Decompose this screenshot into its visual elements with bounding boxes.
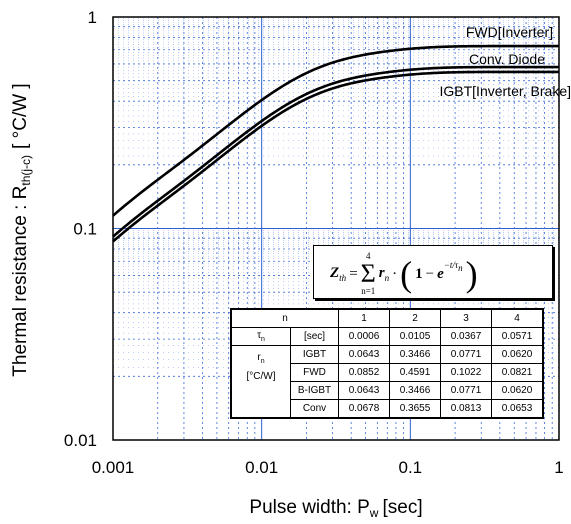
row-name: B-IGBT xyxy=(290,381,339,400)
series-line xyxy=(112,44,559,217)
tau-label: τn xyxy=(230,327,291,346)
x-axis-title-sub: w xyxy=(369,506,379,520)
tau-value: 0.0367 xyxy=(440,327,492,346)
table-cell: 0.0620 xyxy=(491,345,544,364)
tick-labels: 0.001 0.01 0.1 1 0.01 0.1 1 xyxy=(64,8,564,477)
header-1: 1 xyxy=(338,308,390,328)
y-tick-label: 0.01 xyxy=(64,431,97,450)
thermal-impedance-formula: Zth = 4 Σ n=1 rn · ( 1 − e−t/τn ) xyxy=(330,252,478,296)
table-cell: 0.0620 xyxy=(491,381,544,400)
series-label-conv: Conv. Diode xyxy=(469,51,545,67)
table-cell: 0.0771 xyxy=(440,345,492,364)
formula-equals: = xyxy=(349,265,358,282)
x-axis-title: Pulse width: Pw [sec] xyxy=(249,497,422,520)
table-row-bigbt: B-IGBT 0.0643 0.3466 0.0771 0.0620 xyxy=(231,381,544,400)
table-row-tau: τn [sec] 0.0006 0.0105 0.0367 0.0571 xyxy=(230,327,544,346)
tau-value: 0.0105 xyxy=(389,327,441,346)
table-cell: 0.0821 xyxy=(491,363,544,382)
formula-minus: − xyxy=(425,265,435,282)
header-n: n xyxy=(230,308,339,328)
series-line xyxy=(112,65,559,238)
table-cell: 0.0852 xyxy=(338,363,390,382)
formula-lhs: Zth xyxy=(330,265,347,283)
table-cell: 0.1022 xyxy=(440,363,492,382)
tau-value: 0.0006 xyxy=(338,327,390,346)
thermal-parameter-table: n 1 2 3 4 τn [sec] 0.0006 0.0105 0.0367 … xyxy=(230,308,544,419)
table-row-fwd: FWD 0.0852 0.4591 0.1022 0.0821 xyxy=(231,363,544,382)
y-axis-title-main: Thermal resistance : R xyxy=(10,186,31,377)
tau-unit: [sec] xyxy=(290,327,339,346)
row-name: IGBT xyxy=(290,345,339,364)
r-label: rn [°C/W] xyxy=(230,345,291,419)
formula-one: 1 xyxy=(415,265,423,282)
header-2: 2 xyxy=(389,308,441,328)
y-axis-title-sub: th(j-c) xyxy=(19,155,33,186)
formula-box: Zth = 4 Σ n=1 rn · ( 1 − e−t/τn ) xyxy=(313,245,553,299)
header-4: 4 xyxy=(491,308,544,328)
formula-exponential: e−t/τn xyxy=(437,259,463,282)
y-tick-label: 0.1 xyxy=(73,220,97,239)
table-cell: 0.0813 xyxy=(440,399,492,419)
table-row-igbt: rn [°C/W] IGBT 0.0643 0.3466 0.0771 0.06… xyxy=(230,345,544,419)
table-cell: 0.3655 xyxy=(389,399,441,419)
table-cell: 0.0771 xyxy=(440,381,492,400)
series-label-igbt: IGBT[Inverter, Brake] xyxy=(440,83,571,99)
x-tick-label: 0.01 xyxy=(245,458,278,477)
y-axis-title-unit: [ °C/W ] xyxy=(10,83,31,149)
header-3: 3 xyxy=(440,308,492,328)
table-cell: 0.0653 xyxy=(491,399,544,419)
table-cell: 0.4591 xyxy=(389,363,441,382)
row-name: FWD xyxy=(290,363,339,382)
formula-term: rn xyxy=(378,265,390,283)
series-label-fwd: FWD[Inverter] xyxy=(466,24,553,40)
y-tick-label: 1 xyxy=(88,8,97,27)
formula-paren-open: ( xyxy=(400,254,413,294)
formula-paren-close: ) xyxy=(465,254,478,294)
x-axis-title-main: Pulse width: P xyxy=(249,497,369,518)
table-header-row: n 1 2 3 4 xyxy=(230,308,544,328)
curves xyxy=(112,44,559,243)
y-axis-title: Thermal resistance : Rth(j-c) [ °C/W ] xyxy=(10,83,33,376)
x-tick-label: 1 xyxy=(554,458,563,477)
table-cell: 0.3466 xyxy=(389,345,441,364)
table-row-conv: Conv 0.0678 0.3655 0.0813 0.0653 xyxy=(231,399,544,419)
x-tick-label: 0.001 xyxy=(92,458,135,477)
table-cell: 0.0643 xyxy=(338,381,390,400)
formula-sum: 4 Σ n=1 xyxy=(360,251,376,296)
formula-dot: · xyxy=(392,265,398,282)
table-cell: 0.0643 xyxy=(338,345,390,364)
plot-frame xyxy=(112,16,560,441)
tau-value: 0.0571 xyxy=(491,327,544,346)
table-cell: 0.0678 xyxy=(338,399,390,419)
x-tick-label: 0.1 xyxy=(399,458,423,477)
row-name: Conv xyxy=(290,399,339,419)
series-line xyxy=(112,70,559,243)
table-cell: 0.3466 xyxy=(389,381,441,400)
x-axis-title-unit: [sec] xyxy=(382,497,422,518)
